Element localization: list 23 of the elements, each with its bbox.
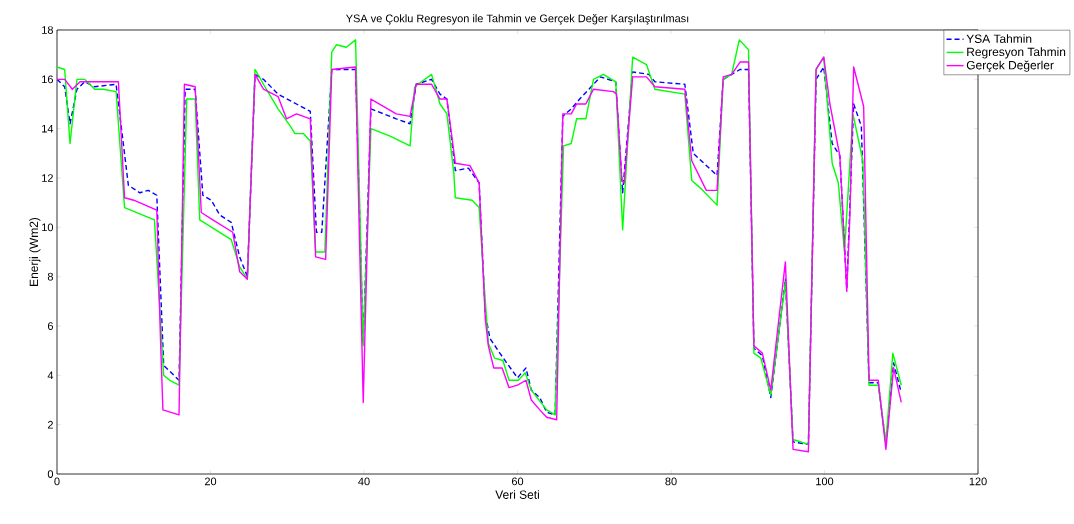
y-tick-label: 18	[42, 26, 53, 34]
y-tick-label: 0	[47, 470, 54, 478]
x-axis-title: Veri Seti	[495, 490, 539, 499]
x-tick-label: 100	[816, 477, 834, 486]
y-tick-label: 2	[47, 420, 53, 429]
legend-label: Gerçek Değerler	[966, 60, 1054, 72]
y-tick-label: 8	[47, 272, 53, 281]
x-tick-label: 80	[665, 477, 677, 486]
y-tick-label: 10	[42, 223, 54, 232]
x-tick-label: 40	[358, 477, 370, 486]
x-tick-label: 20	[204, 477, 217, 486]
x-tick-label: 120	[969, 477, 987, 486]
legend-label: YSA Tahmin	[966, 34, 1032, 43]
x-tick-label: 0	[54, 477, 60, 486]
legend-label: Regresyon Tahmin	[967, 47, 1066, 59]
y-tick-label: 4	[47, 371, 54, 380]
y-axis-title: Enerji (Wm2)	[29, 217, 41, 286]
y-tick-label: 6	[47, 322, 53, 330]
y-tick-label: 14	[42, 124, 54, 133]
x-tick-label: 60	[511, 477, 524, 486]
y-tick-label: 12	[42, 174, 53, 182]
chart-title: YSA ve Çoklu Regresyon ile Tahmin ve Gerçek Değer Karşılaştırılması	[345, 14, 689, 25]
y-tick-label: 16	[42, 75, 53, 84]
